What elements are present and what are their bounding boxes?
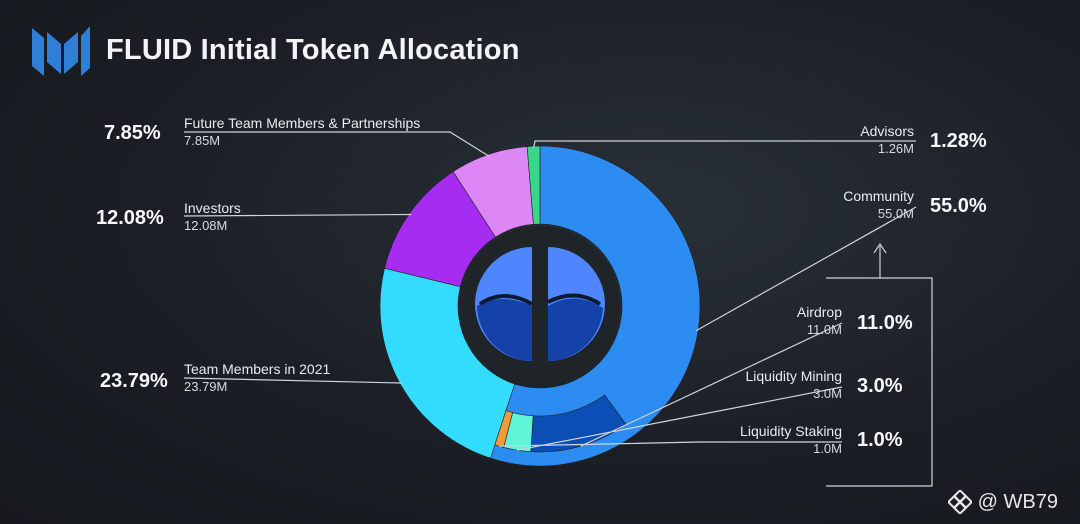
leader-line-liquidity-staking bbox=[499, 441, 842, 447]
pct-advisors: 1.28% bbox=[930, 130, 987, 152]
diamond-logo-icon bbox=[947, 490, 972, 514]
label-liquidity-mining-amount: 3.0M bbox=[813, 386, 842, 401]
leader-line-liquidity-mining bbox=[517, 386, 843, 451]
label-community-amount: 55.0M bbox=[877, 206, 914, 221]
label-community-name: Community bbox=[843, 188, 914, 204]
leader-line-future-team bbox=[184, 131, 490, 157]
pct-community: 55.0% bbox=[930, 195, 987, 217]
label-team-members: Team Members in 2021 23.79M bbox=[184, 361, 330, 394]
label-airdrop-name: Airdrop bbox=[796, 304, 842, 320]
label-liquidity-staking: Liquidity Staking 1.0M bbox=[740, 423, 842, 456]
leader-line-advisors bbox=[533, 140, 916, 149]
label-investors-amount: 12.08M bbox=[184, 218, 228, 233]
label-team-members-name: Team Members in 2021 bbox=[184, 361, 331, 377]
slice-community bbox=[490, 145, 701, 467]
label-advisors: Advisors 1.26M bbox=[860, 123, 914, 156]
label-future-team: Future Team Members & Partnerships 7.85M bbox=[184, 115, 420, 148]
pct-future-team: 7.85% bbox=[104, 122, 161, 144]
label-future-team-amount: 7.85M bbox=[184, 133, 221, 148]
header: FLUID Initial Token Allocation bbox=[30, 22, 520, 78]
label-team-members-amount: 23.79M bbox=[184, 379, 228, 394]
slice-team-members-in-2021 bbox=[379, 267, 516, 459]
watermark-text: @ WB79 bbox=[977, 490, 1058, 513]
pct-liquidity-staking: 1.0% bbox=[857, 429, 903, 451]
page-title: FLUID Initial Token Allocation bbox=[106, 33, 520, 66]
leader-line-airdrop bbox=[580, 322, 843, 447]
pct-team-members: 23.79% bbox=[100, 370, 168, 392]
label-airdrop-amount: 11.0M bbox=[806, 322, 842, 337]
label-liquidity-staking-name: Liquidity Staking bbox=[740, 423, 842, 439]
center-emblem-icon bbox=[460, 226, 620, 386]
label-advisors-amount: 1.26M bbox=[877, 141, 914, 156]
label-airdrop: Airdrop 11.0M bbox=[797, 304, 842, 337]
pct-airdrop: 11.0% bbox=[857, 312, 913, 334]
watermark: @ WB79 bbox=[947, 490, 1058, 514]
label-liquidity-staking-amount: 1.0M bbox=[813, 441, 842, 456]
pct-liquidity-mining: 3.0% bbox=[857, 375, 903, 397]
leader-line-investors bbox=[183, 213, 412, 217]
label-investors: Investors 12.08M bbox=[184, 200, 241, 233]
label-community: Community 55.0M bbox=[843, 188, 914, 221]
leader-line-team-members bbox=[183, 377, 403, 384]
label-investors-name: Investors bbox=[184, 200, 241, 216]
fluid-logo-icon bbox=[32, 26, 90, 76]
label-advisors-name: Advisors bbox=[860, 123, 914, 139]
label-liquidity-mining-name: Liquidity Mining bbox=[745, 368, 843, 384]
label-liquidity-mining: Liquidity Mining 3.0M bbox=[746, 368, 843, 401]
pct-investors: 12.08% bbox=[96, 207, 164, 229]
community-bracket bbox=[826, 242, 933, 487]
label-future-team-name: Future Team Members & Partnerships bbox=[184, 115, 421, 131]
slice-advisors bbox=[526, 145, 541, 225]
leader-line-community bbox=[695, 206, 917, 332]
